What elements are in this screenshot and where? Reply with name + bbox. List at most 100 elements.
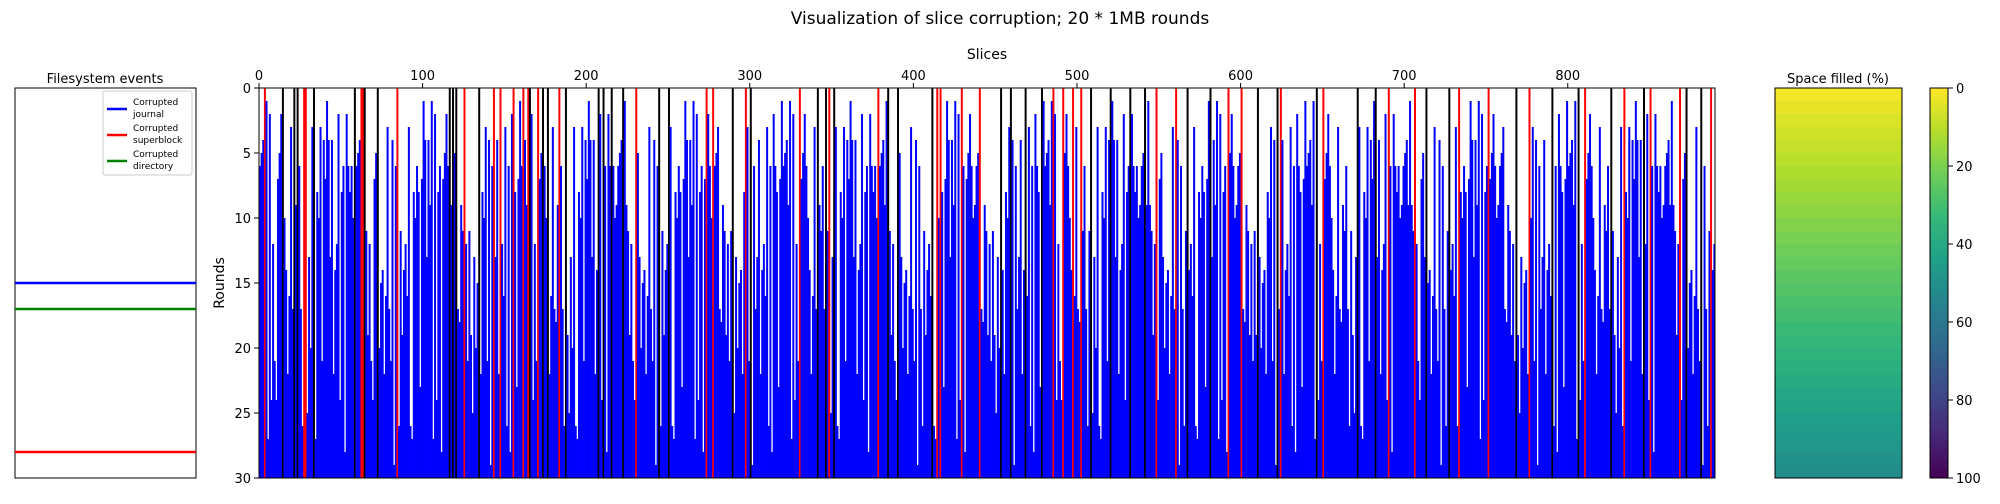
slice-bar [1140,166,1143,478]
slice-bar [1075,127,1078,478]
heatmap-cell [1775,270,1902,284]
slice-bar [828,88,831,478]
slice-bar [1636,140,1639,478]
slice-bar [708,166,711,478]
slice-bar [1569,153,1572,478]
slice-bar [705,88,708,478]
slice-bar [941,192,944,478]
heatmap-cell [1775,361,1902,375]
slice-bar [970,166,973,478]
slice-bar [1090,88,1093,478]
colorbar-segment [1930,462,1948,467]
heatmap-cell [1775,257,1902,271]
slice-bar [631,361,634,478]
slice-bar [823,309,826,478]
slice-bar [1104,127,1107,478]
slice-bar [1292,166,1295,478]
slice-bar [831,257,834,478]
slice-bar [316,192,319,478]
slice-bar [545,218,548,478]
y-tick-label: 30 [234,472,251,487]
slice-bar [259,166,261,478]
slice-bar [789,101,792,478]
slice-bar [1134,192,1137,478]
slice-bar [617,166,620,478]
slice-bar [471,413,474,478]
slice-bar [1220,400,1223,478]
slice-bar [1091,413,1094,478]
slice-bar [519,101,522,478]
slice-bar [474,348,477,478]
slice-bar [1153,244,1156,478]
slice-bar [463,88,466,478]
slice-bar [1499,166,1502,478]
slice-bar [600,400,603,478]
slice-bar [664,270,667,478]
slice-bar [515,387,518,478]
slice-bar [1359,426,1362,478]
slice-bar [483,218,486,478]
slice-bar [365,231,368,478]
slice-bar [759,374,762,478]
slice-bar [1585,179,1588,478]
slice-bar [507,166,510,478]
slice-bar [1288,296,1291,478]
x-tick-label: 600 [1228,69,1253,84]
slice-bar [362,88,365,478]
slice-bar [1639,140,1642,478]
slice-bar [347,166,350,478]
slice-bar [1019,140,1022,478]
slice-bars [259,88,1716,478]
slice-bar [803,114,806,478]
slice-bar [592,140,595,478]
slice-bar [268,114,271,478]
slice-bar [1196,439,1199,478]
slice-bar [905,270,908,478]
slice-bar [1441,166,1444,478]
slice-bar [910,127,913,478]
slice-bar [965,179,968,478]
slice-bar [656,166,659,478]
slice-bar [1649,88,1652,478]
slice-bar [1189,244,1192,478]
slice-bar [1204,387,1207,478]
slice-bar [1253,231,1256,478]
slice-bar [1564,179,1567,478]
slice-bar [628,335,631,478]
slice-bar [393,465,396,478]
slice-bar [882,140,885,478]
figure-title: Visualization of slice corruption; 20 * … [791,9,1210,29]
colorbar-segment [1930,275,1948,280]
slice-bar [1595,374,1598,478]
slice-bar [1206,179,1209,478]
slice-bar [1255,335,1258,478]
colorbar-segment [1930,271,1948,276]
slice-bar [820,231,823,478]
colorbar-segment [1930,255,1948,261]
slice-bar [1667,140,1670,478]
slice-bar [1688,283,1691,478]
slice-bar [697,400,700,478]
slice-bar [890,335,893,478]
slice-bar [838,439,841,478]
slice-bar [1080,88,1083,478]
heatmap-cell [1775,400,1902,414]
slice-bar [528,88,531,478]
slice-bar [1423,257,1426,478]
colorbar-segment [1930,224,1948,229]
slice-bar [419,387,422,478]
slice-bar [669,127,672,478]
slice-bar [306,413,309,478]
slice-bar [1364,218,1367,478]
slice-bar [363,88,366,478]
slice-bar [542,88,545,478]
colorbar-segment [1930,166,1948,171]
heatmap-cell [1775,114,1902,128]
slice-bar [263,88,266,478]
slice-bar [967,153,970,478]
slice-bar [1001,270,1004,478]
slice-bar [1258,257,1261,478]
slice-bar [1507,205,1510,478]
slice-bar [949,257,952,478]
slice-bar [412,192,415,478]
